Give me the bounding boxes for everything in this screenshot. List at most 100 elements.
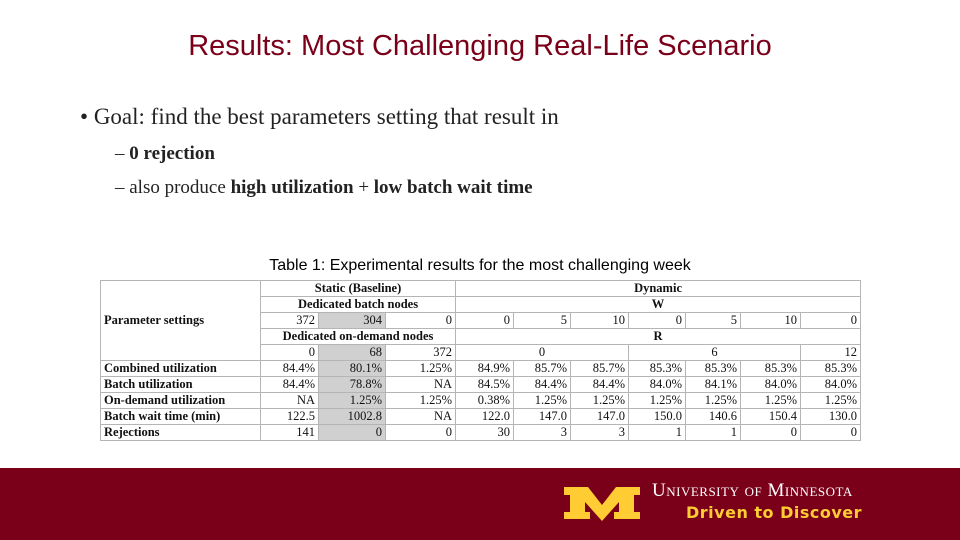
table-cell: 372 [260, 312, 319, 329]
table-cell: 0 [260, 344, 319, 361]
table-cell: Combined utilization [100, 360, 261, 377]
table-cell: 1.25% [384, 392, 457, 409]
table-cell: 1002.8 [318, 408, 386, 425]
table-row: 0 68 372 0 6 12 [101, 344, 862, 361]
table-cell: 130.0 [800, 408, 862, 425]
table-cell: 150.4 [740, 408, 802, 425]
university-name: University of Minnesota [652, 480, 853, 501]
table-cell: 140.6 [685, 408, 742, 425]
bullet: • Goal: find the best parameters setting… [80, 104, 559, 129]
table-cell: 0 [455, 312, 515, 329]
table-cell: 6 [628, 344, 802, 361]
table-cell: 1.25% [513, 392, 572, 409]
table-cell: Parameter settings [100, 280, 261, 361]
sub-bullet: – 0 rejection [115, 143, 215, 164]
table-row: Rejections 141 0 0 30 3 3 1 1 0 0 [100, 424, 862, 441]
table-cell: 85.3% [628, 360, 687, 377]
table-cell: 141 [260, 424, 319, 441]
table-cell: 150.0 [628, 408, 687, 425]
table-cell: 1.25% [740, 392, 802, 409]
table-cell: 12 [800, 344, 862, 361]
tagline: Driven to Discover [686, 503, 863, 522]
table-cell: 1.25% [318, 392, 386, 409]
table-cell: 85.3% [740, 360, 802, 377]
table-cell: 122.0 [455, 408, 515, 425]
bold-text: low batch wait time [373, 177, 533, 198]
table-cell: NA [384, 376, 457, 393]
table-cell: 0 [384, 312, 457, 329]
table-cell: On-demand utilization [100, 392, 261, 409]
slide-title: Results: Most Challenging Real-Life Scen… [188, 30, 772, 62]
table-cell: NA [384, 408, 457, 425]
table-cell: 84.0% [628, 376, 687, 393]
text: + [358, 177, 370, 198]
bold-text: high utilization [230, 177, 354, 198]
bold-text: 0 rejection [129, 143, 215, 164]
table-cell: 147.0 [513, 408, 572, 425]
table-cell: 1.25% [628, 392, 687, 409]
table-cell: 0 [800, 312, 862, 329]
table-row: Combined utilization 84.4% 80.1% 1.25% 84.9%… [100, 360, 862, 377]
table-cell: 30 [455, 424, 515, 441]
table-cell: 84.4% [570, 376, 630, 393]
table-cell: 84.5% [455, 376, 515, 393]
table-row: On-demand utilization NA 1.25% 1.25% 0.38% 1.… [100, 392, 862, 409]
table-cell: 0.38% [455, 392, 515, 409]
table-cell: 3 [513, 424, 572, 441]
table-cell: 84.9% [455, 360, 515, 377]
table-cell: 85.7% [513, 360, 572, 377]
table-cell: 1.25% [800, 392, 862, 409]
table-cell: R [455, 328, 862, 345]
logo-m [564, 487, 640, 521]
table-cell: 0 [800, 424, 862, 441]
table-cell: NA [260, 392, 319, 409]
table-cell: 10 [740, 312, 802, 329]
table-cell: 68 [318, 344, 386, 361]
table-row: 372 304 0 0 5 10 0 5 10 0 [101, 312, 862, 329]
table-cell: 78.8% [318, 376, 386, 393]
table-cell: 5 [513, 312, 572, 329]
table-cell: 84.1% [685, 376, 742, 393]
table-cell: 85.3% [800, 360, 862, 377]
table-caption: Table 1: Experimental results for the mo… [269, 257, 691, 274]
sub-bullet: – also produce high utilization + low ba… [115, 177, 533, 198]
results-table: Parameter settings Static (Baseline) Dynam… [100, 280, 862, 441]
table-cell: Dynamic [455, 280, 862, 297]
table-cell: Rejections [100, 424, 261, 441]
table-cell: 304 [318, 312, 386, 329]
table-row: Batch wait time (min) 122.5 1002.8 NA 122.0 1… [100, 408, 862, 425]
table-cell: 0 [740, 424, 802, 441]
logo-shape [564, 487, 640, 521]
table-cell: Dedicated batch nodes [259, 296, 457, 313]
bullet-text: Goal: find the best parameters setting t… [93, 104, 559, 129]
table-cell: 372 [384, 344, 457, 361]
table-cell: 5 [685, 312, 742, 329]
table-cell: 85.7% [570, 360, 630, 377]
table-cell: 84.4% [260, 360, 319, 377]
table-cell: 80.1% [318, 360, 386, 377]
table-cell: 1.25% [570, 392, 630, 409]
table-row: Batch utilization 84.4% 78.8% NA 84.5% 84.4% 8… [100, 376, 862, 393]
table-cell: Batch wait time (min) [100, 408, 261, 425]
table-cell: 147.0 [570, 408, 630, 425]
table-cell: 84.0% [740, 376, 802, 393]
table-cell: 84.4% [513, 376, 572, 393]
table-cell: 1.25% [384, 360, 457, 377]
table-cell: 0 [384, 424, 457, 441]
table-cell: W [455, 296, 862, 313]
table-cell: Static (Baseline) [259, 280, 457, 297]
table-cell: 0 [318, 424, 386, 441]
text: also produce [129, 177, 226, 198]
table-cell: 0 [455, 344, 630, 361]
table-cell: 1.25% [685, 392, 742, 409]
table-cell: Batch utilization [100, 376, 261, 393]
table-cell: 84.4% [260, 376, 319, 393]
table-cell: 10 [570, 312, 630, 329]
table-row: Parameter settings Static (Baseline) Dynam… [100, 280, 862, 361]
table-cell: 1 [628, 424, 687, 441]
table-cell: 3 [570, 424, 630, 441]
table-cell: 0 [628, 312, 687, 329]
table-cell: 1 [685, 424, 742, 441]
table-cell: 85.3% [685, 360, 742, 377]
